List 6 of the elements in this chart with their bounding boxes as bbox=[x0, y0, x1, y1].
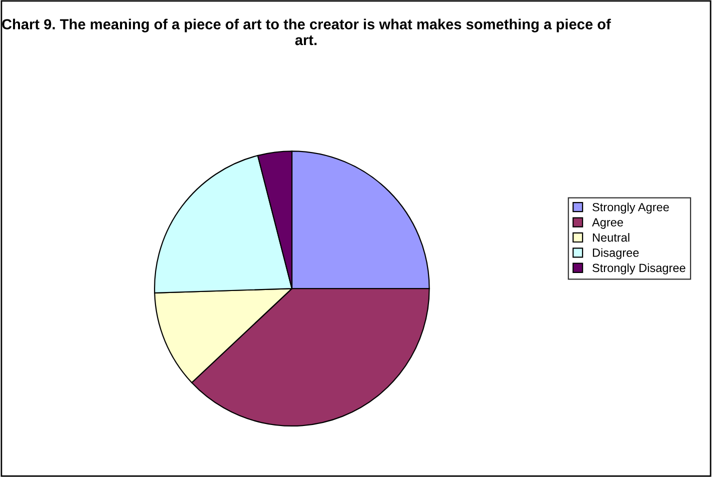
chart-title: Chart 9. The meaning of a piece of art to the creator is what makes something a piece of art. bbox=[2, 18, 611, 46]
legend-label: Strongly Agree bbox=[592, 202, 669, 214]
legend-label: Agree bbox=[592, 218, 623, 229]
legend-label: Neutral bbox=[592, 233, 630, 242]
legend-label: Disagree bbox=[592, 248, 639, 260]
legend-label: Strongly Disagree bbox=[592, 263, 686, 274]
